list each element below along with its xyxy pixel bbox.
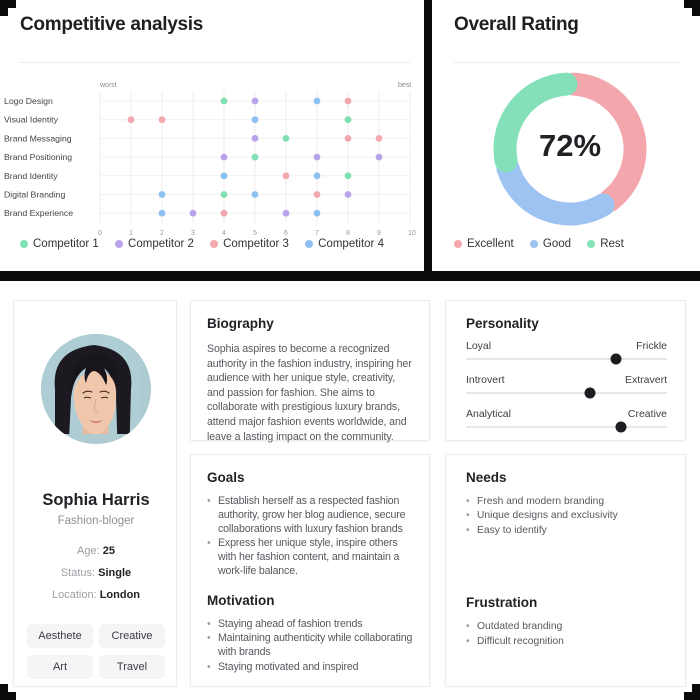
svg-text:Brand Messaging: Brand Messaging <box>4 133 72 143</box>
svg-text:6: 6 <box>284 230 288 237</box>
svg-text:72%: 72% <box>539 128 601 163</box>
svg-text:best: best <box>398 82 411 89</box>
svg-text:7: 7 <box>315 230 319 237</box>
svg-text:9: 9 <box>377 230 381 237</box>
svg-text:Logo Design: Logo Design <box>4 96 53 106</box>
svg-text:1: 1 <box>129 230 133 237</box>
svg-text:4: 4 <box>222 230 226 237</box>
svg-text:Brand Identity: Brand Identity <box>4 171 58 181</box>
svg-text:Digital Branding: Digital Branding <box>4 190 65 200</box>
svg-text:0: 0 <box>98 230 102 237</box>
svg-text:worst: worst <box>99 82 117 89</box>
svg-text:3: 3 <box>191 230 195 237</box>
svg-text:5: 5 <box>253 230 257 237</box>
svg-text:Visual Identity: Visual Identity <box>4 115 59 125</box>
svg-text:Brand Experience: Brand Experience <box>4 208 73 218</box>
svg-text:8: 8 <box>346 230 350 237</box>
svg-text:2: 2 <box>160 230 164 237</box>
svg-text:Brand Positioning: Brand Positioning <box>4 152 72 162</box>
svg-text:10: 10 <box>408 230 416 237</box>
